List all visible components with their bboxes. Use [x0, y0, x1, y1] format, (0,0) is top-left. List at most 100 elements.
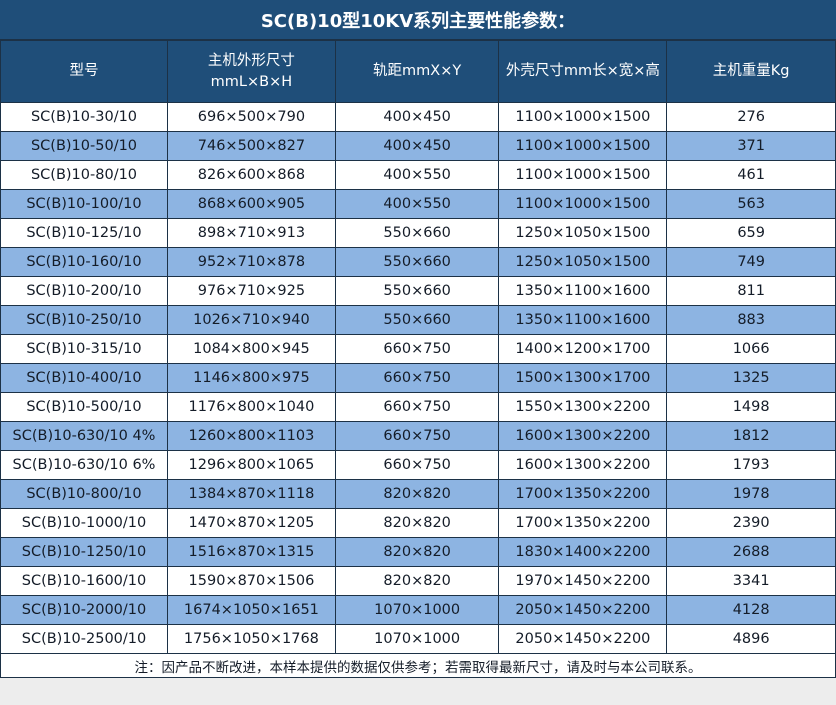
table-row: SC(B)10-400/10 1146×800×975 660×750 1500…	[0, 363, 836, 393]
cell-rail-gauge: 550×660	[334, 276, 500, 306]
cell-weight: 659	[666, 218, 836, 248]
cell-weight: 3341	[666, 566, 836, 596]
cell-weight: 2688	[666, 537, 836, 567]
cell-enclosure-dimensions: 1830×1400×2200	[498, 537, 668, 567]
cell-host-dimensions: 1176×800×1040	[167, 392, 336, 422]
cell-rail-gauge: 400×450	[334, 131, 500, 161]
cell-weight: 276	[666, 102, 836, 132]
cell-enclosure-dimensions: 1350×1100×1600	[498, 305, 668, 335]
cell-weight: 1498	[666, 392, 836, 422]
cell-model: SC(B)10-1600/10	[0, 566, 168, 596]
cell-host-dimensions: 696×500×790	[167, 102, 336, 132]
col-header-rail-gauge: 轨距mmX×Y	[334, 40, 500, 103]
cell-weight: 811	[666, 276, 836, 306]
table-body: SC(B)10-30/10 696×500×790 400×450 1100×1…	[0, 102, 836, 654]
table-row: SC(B)10-315/10 1084×800×945 660×750 1400…	[0, 334, 836, 364]
cell-model: SC(B)10-400/10	[0, 363, 168, 393]
cell-weight: 4896	[666, 624, 836, 654]
cell-rail-gauge: 820×820	[334, 537, 500, 567]
table-row: SC(B)10-630/10 4% 1260×800×1103 660×750 …	[0, 421, 836, 451]
cell-host-dimensions: 1146×800×975	[167, 363, 336, 393]
table-row: SC(B)10-500/10 1176×800×1040 660×750 155…	[0, 392, 836, 422]
cell-rail-gauge: 660×750	[334, 421, 500, 451]
table-row: SC(B)10-630/10 6% 1296×800×1065 660×750 …	[0, 450, 836, 480]
cell-host-dimensions: 1084×800×945	[167, 334, 336, 364]
cell-model: SC(B)10-250/10	[0, 305, 168, 335]
cell-host-dimensions: 1384×870×1118	[167, 479, 336, 509]
cell-enclosure-dimensions: 1350×1100×1600	[498, 276, 668, 306]
cell-rail-gauge: 660×750	[334, 450, 500, 480]
cell-rail-gauge: 660×750	[334, 392, 500, 422]
cell-rail-gauge: 1070×1000	[334, 595, 500, 625]
cell-enclosure-dimensions: 1250×1050×1500	[498, 218, 668, 248]
cell-weight: 749	[666, 247, 836, 277]
cell-weight: 2390	[666, 508, 836, 538]
cell-rail-gauge: 1070×1000	[334, 624, 500, 654]
table-row: SC(B)10-2000/10 1674×1050×1651 1070×1000…	[0, 595, 836, 625]
cell-enclosure-dimensions: 1600×1300×2200	[498, 450, 668, 480]
cell-weight: 883	[666, 305, 836, 335]
cell-enclosure-dimensions: 1970×1450×2200	[498, 566, 668, 596]
table-row: SC(B)10-125/10 898×710×913 550×660 1250×…	[0, 218, 836, 248]
footer-row: 注：因产品不断改进，本样本提供的数据仅供参考；若需取得最新尺寸，请及时与本公司联…	[0, 653, 836, 678]
footer-note: 注：因产品不断改进，本样本提供的数据仅供参考；若需取得最新尺寸，请及时与本公司联…	[0, 653, 836, 678]
col-header-rail-gauge-label: 轨距mmX×Y	[373, 63, 462, 79]
cell-host-dimensions: 898×710×913	[167, 218, 336, 248]
table-row: SC(B)10-800/10 1384×870×1118 820×820 170…	[0, 479, 836, 509]
col-header-host-dimensions: 主机外形尺寸 mmL×B×H	[167, 40, 336, 103]
cell-model: SC(B)10-1000/10	[0, 508, 168, 538]
cell-host-dimensions: 976×710×925	[167, 276, 336, 306]
table-row: SC(B)10-80/10 826×600×868 400×550 1100×1…	[0, 160, 836, 190]
cell-rail-gauge: 550×660	[334, 247, 500, 277]
cell-host-dimensions: 1296×800×1065	[167, 450, 336, 480]
col-header-model: 型号	[0, 40, 168, 103]
cell-model: SC(B)10-800/10	[0, 479, 168, 509]
cell-rail-gauge: 550×660	[334, 305, 500, 335]
cell-model: SC(B)10-125/10	[0, 218, 168, 248]
cell-host-dimensions: 1026×710×940	[167, 305, 336, 335]
col-header-host-dimensions-line2: mmL×B×H	[210, 73, 293, 90]
table-row: SC(B)10-200/10 976×710×925 550×660 1350×…	[0, 276, 836, 306]
cell-model: SC(B)10-80/10	[0, 160, 168, 190]
cell-rail-gauge: 400×450	[334, 102, 500, 132]
cell-host-dimensions: 1516×870×1315	[167, 537, 336, 567]
cell-weight: 1812	[666, 421, 836, 451]
cell-host-dimensions: 1756×1050×1768	[167, 624, 336, 654]
cell-host-dimensions: 1470×870×1205	[167, 508, 336, 538]
cell-enclosure-dimensions: 1400×1200×1700	[498, 334, 668, 364]
cell-enclosure-dimensions: 1500×1300×1700	[498, 363, 668, 393]
cell-model: SC(B)10-315/10	[0, 334, 168, 364]
cell-model: SC(B)10-50/10	[0, 131, 168, 161]
cell-enclosure-dimensions: 1100×1000×1500	[498, 160, 668, 190]
cell-enclosure-dimensions: 1100×1000×1500	[498, 131, 668, 161]
col-header-enclosure-dimensions-label: 外壳尺寸mm长×宽×高	[505, 63, 660, 79]
cell-model: SC(B)10-100/10	[0, 189, 168, 219]
col-header-weight-label: 主机重量Kg	[712, 63, 790, 79]
cell-model: SC(B)10-200/10	[0, 276, 168, 306]
cell-rail-gauge: 660×750	[334, 363, 500, 393]
cell-host-dimensions: 746×500×827	[167, 131, 336, 161]
col-header-model-label: 型号	[69, 63, 99, 79]
cell-host-dimensions: 868×600×905	[167, 189, 336, 219]
table-header: 型号 主机外形尺寸 mmL×B×H 轨距mmX×Y 外壳尺寸mm长×宽×高 主机…	[0, 40, 836, 103]
cell-model: SC(B)10-2500/10	[0, 624, 168, 654]
col-header-enclosure-dimensions: 外壳尺寸mm长×宽×高	[498, 40, 668, 103]
cell-enclosure-dimensions: 2050×1450×2200	[498, 624, 668, 654]
cell-rail-gauge: 400×550	[334, 189, 500, 219]
cell-rail-gauge: 660×750	[334, 334, 500, 364]
header-row: 型号 主机外形尺寸 mmL×B×H 轨距mmX×Y 外壳尺寸mm长×宽×高 主机…	[0, 40, 836, 103]
cell-enclosure-dimensions: 1700×1350×2200	[498, 479, 668, 509]
cell-model: SC(B)10-1250/10	[0, 537, 168, 567]
cell-enclosure-dimensions: 1550×1300×2200	[498, 392, 668, 422]
cell-weight: 461	[666, 160, 836, 190]
cell-model: SC(B)10-630/10 4%	[0, 421, 168, 451]
table-row: SC(B)10-50/10 746×500×827 400×450 1100×1…	[0, 131, 836, 161]
cell-rail-gauge: 400×550	[334, 160, 500, 190]
cell-rail-gauge: 820×820	[334, 479, 500, 509]
cell-enclosure-dimensions: 1100×1000×1500	[498, 102, 668, 132]
cell-rail-gauge: 820×820	[334, 508, 500, 538]
cell-model: SC(B)10-2000/10	[0, 595, 168, 625]
cell-model: SC(B)10-160/10	[0, 247, 168, 277]
table-row: SC(B)10-1250/10 1516×870×1315 820×820 18…	[0, 537, 836, 567]
cell-weight: 1978	[666, 479, 836, 509]
